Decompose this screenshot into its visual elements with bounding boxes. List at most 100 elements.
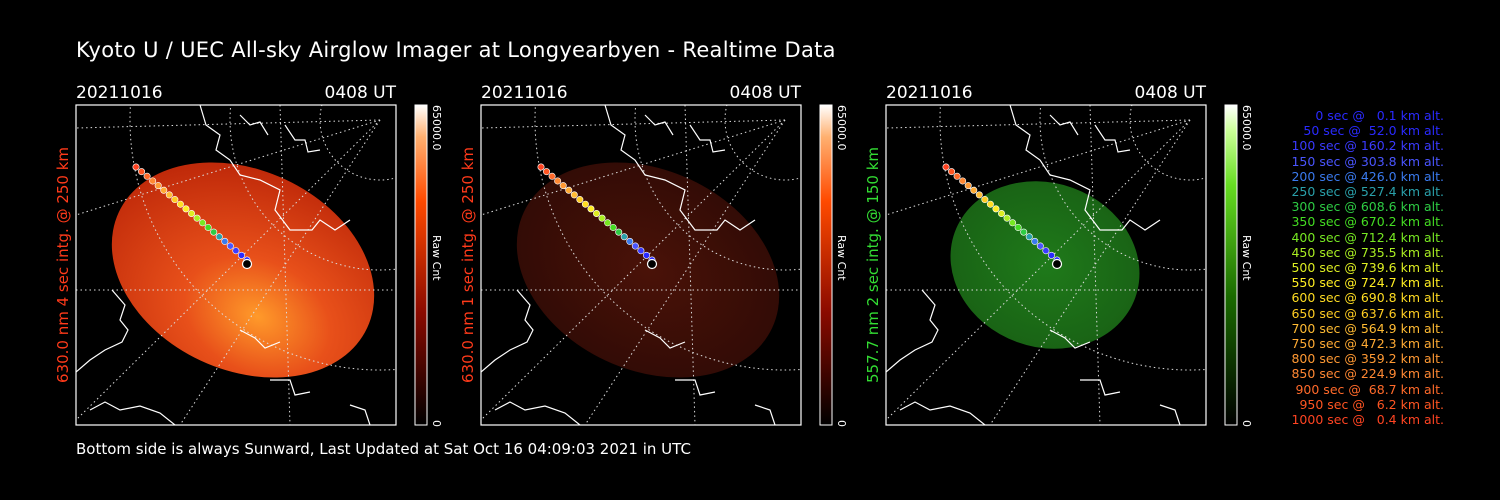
track-point xyxy=(581,200,589,208)
track-point xyxy=(565,186,573,194)
track-point xyxy=(1014,223,1022,231)
track-point xyxy=(1042,247,1050,255)
track-point xyxy=(942,163,950,171)
track-point xyxy=(626,237,634,245)
image-frame xyxy=(885,104,1207,426)
track-point xyxy=(964,182,972,190)
track-point xyxy=(981,196,989,204)
track-point xyxy=(154,182,162,190)
track-point xyxy=(1020,228,1028,236)
track-point xyxy=(970,186,978,194)
track-point xyxy=(604,219,612,227)
legend-row: 900 sec @ 68.7 km alt. xyxy=(1295,381,1444,397)
legend-row: 200 sec @ 426.0 km alt. xyxy=(1291,168,1444,184)
allsky-image xyxy=(111,162,375,378)
track-point xyxy=(559,182,567,190)
legend-row: 950 sec @ 6.2 km alt. xyxy=(1299,396,1444,412)
track-point xyxy=(543,168,551,176)
panel-date: 20211016 xyxy=(481,83,568,103)
airglow-panel-630-1sec: 20211016 0408 UT 630.0 nm 1 sec intg. @ … xyxy=(459,83,848,427)
track-point xyxy=(226,242,234,250)
track-point xyxy=(537,163,545,171)
track-point xyxy=(615,228,623,236)
satellite-track xyxy=(942,163,1063,270)
panel-time: 0408 UT xyxy=(325,83,397,103)
track-point xyxy=(199,219,207,227)
panel-wavelength-label: 630.0 nm 4 sec intg. @ 250 km xyxy=(54,147,72,383)
footer-note: Bottom side is always Sunward, Last Upda… xyxy=(76,440,691,458)
track-point xyxy=(1003,214,1011,222)
legend-row: 50 sec @ 52.0 km alt. xyxy=(1303,123,1444,139)
legend-row: 550 sec @ 724.7 km alt. xyxy=(1291,275,1444,291)
legend-row: 700 sec @ 564.9 km alt. xyxy=(1291,320,1444,336)
track-point xyxy=(149,177,157,185)
airglow-panel-630-4sec: 20211016 0408 UT 630.0 nm 4 sec intg. @ … xyxy=(54,83,443,427)
panel-time: 0408 UT xyxy=(730,83,802,103)
track-point xyxy=(171,196,179,204)
legend-row: 0 sec @ 0.1 km alt. xyxy=(1315,108,1444,123)
track-point xyxy=(204,223,212,231)
track-point xyxy=(193,214,201,222)
colorbar-max-label: 65000.0 xyxy=(430,105,443,151)
coastline-map xyxy=(886,105,1181,425)
track-point xyxy=(620,233,628,241)
track-point xyxy=(975,191,983,199)
legend-row: 400 sec @ 712.4 km alt. xyxy=(1291,229,1444,245)
track-point xyxy=(138,168,146,176)
track-point xyxy=(232,247,240,255)
panel-date: 20211016 xyxy=(76,83,163,103)
legend-row: 250 sec @ 527.4 km alt. xyxy=(1291,184,1444,200)
colorbar-min-label: 0 xyxy=(835,420,848,427)
panel-date: 20211016 xyxy=(886,83,973,103)
coastline-map xyxy=(76,105,371,425)
track-point xyxy=(143,172,151,180)
track-point xyxy=(953,172,961,180)
station-marker xyxy=(241,258,253,270)
track-point xyxy=(642,251,650,259)
track-point xyxy=(1031,237,1039,245)
panel-wavelength-label: 630.0 nm 1 sec intg. @ 250 km xyxy=(459,147,477,383)
track-point xyxy=(959,177,967,185)
track-point xyxy=(609,223,617,231)
panel-time: 0408 UT xyxy=(1135,83,1207,103)
airglow-panel-557-2sec: 20211016 0408 UT 557.7 nm 2 sec intg. @ … xyxy=(864,83,1253,427)
track-point xyxy=(587,205,595,213)
track-point xyxy=(637,247,645,255)
station-marker xyxy=(1051,258,1063,270)
track-point xyxy=(1025,233,1033,241)
track-point xyxy=(554,177,562,185)
satellite-track xyxy=(132,163,253,270)
colorbar-min-label: 0 xyxy=(430,420,443,427)
track-point xyxy=(593,210,601,218)
colorbar-unit-label: Raw Cnt xyxy=(835,235,848,281)
allsky-image xyxy=(950,181,1140,349)
track-point xyxy=(548,172,556,180)
track-point xyxy=(221,237,229,245)
legend-row: 800 sec @ 359.2 km alt. xyxy=(1291,351,1444,367)
legend-row: 600 sec @ 690.8 km alt. xyxy=(1291,290,1444,306)
track-point xyxy=(1047,251,1055,259)
legend-row: 150 sec @ 303.8 km alt. xyxy=(1291,153,1444,169)
track-point xyxy=(210,228,218,236)
altitude-legend: 0 sec @ 0.1 km alt. 50 sec @ 52.0 km alt.… xyxy=(1262,108,1444,427)
legend-row: 1000 sec @ 0.4 km alt. xyxy=(1291,412,1444,428)
image-frame xyxy=(480,104,802,426)
colorbar-max-label: 65000.0 xyxy=(1240,105,1253,151)
track-point xyxy=(182,205,190,213)
track-point xyxy=(576,196,584,204)
coastline-map xyxy=(481,105,776,425)
track-point xyxy=(176,200,184,208)
legend-row: 100 sec @ 160.2 km alt. xyxy=(1291,138,1444,154)
colorbar-unit-label: Raw Cnt xyxy=(430,235,443,281)
page-title: Kyoto U / UEC All-sky Airglow Imager at … xyxy=(76,38,836,62)
legend-row: 450 sec @ 735.5 km alt. xyxy=(1291,244,1444,260)
colorbar xyxy=(414,104,428,426)
image-frame xyxy=(75,104,397,426)
legend-row: 350 sec @ 670.2 km alt. xyxy=(1291,214,1444,230)
track-point xyxy=(237,251,245,259)
legend-row: 650 sec @ 637.6 km alt. xyxy=(1291,305,1444,321)
panel-wavelength-label: 557.7 nm 2 sec intg. @ 150 km xyxy=(864,147,882,383)
track-point xyxy=(998,210,1006,218)
track-point xyxy=(215,233,223,241)
track-point xyxy=(132,163,140,171)
